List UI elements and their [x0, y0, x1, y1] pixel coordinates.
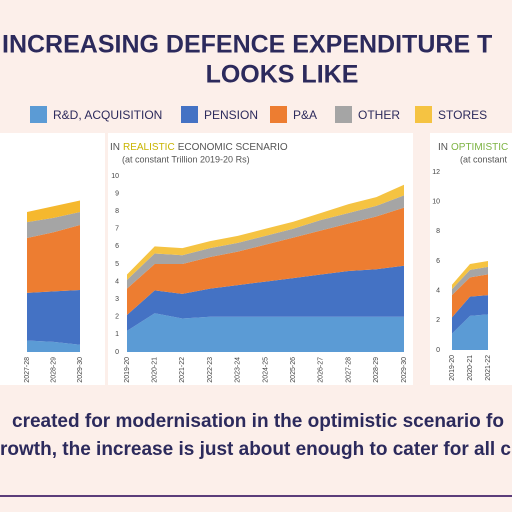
x-tick-label: 2027-28 [24, 357, 31, 383]
x-tick-label: 2020-21 [467, 355, 474, 381]
area [27, 212, 80, 239]
x-tick-label: 2029-30 [77, 357, 84, 383]
title-line: LOOKS LIKE [206, 61, 359, 89]
x-tick-label: 2019-20 [449, 355, 456, 381]
y-tick-label: 0 [436, 347, 440, 354]
legend-swatch [181, 106, 198, 123]
legend-swatch [30, 106, 47, 123]
area [127, 195, 404, 289]
x-tick-label: 2021-22 [179, 357, 186, 383]
y-tick-label: 12 [432, 169, 440, 176]
area [27, 340, 80, 352]
x-tick-label: 2026-27 [318, 357, 325, 383]
x-tick-label: 2019-20 [124, 357, 131, 383]
area [27, 225, 80, 293]
legend-swatch [270, 106, 287, 123]
y-tick-label: 10 [111, 173, 119, 180]
chart-title-part: ECONOMIC SCENARIO [178, 142, 288, 153]
x-tick-label: 2029-30 [401, 357, 408, 383]
x-tick-label: 2027-28 [345, 357, 352, 383]
x-tick-label: 2022-23 [207, 357, 214, 383]
y-tick-label: 3 [115, 296, 119, 303]
area [127, 184, 404, 280]
y-tick-label: 9 [115, 190, 119, 197]
x-tick-label: 2020-21 [152, 357, 159, 383]
x-tick-label: 2028-29 [50, 357, 57, 383]
legend-swatch [415, 106, 432, 123]
y-tick-label: 5 [115, 261, 119, 268]
chart-title: IN REALISTIC ECONOMIC SCENARIO [110, 142, 288, 153]
y-tick-label: 0 [115, 349, 119, 356]
footer-text: rowth, the increase is just about enough… [0, 439, 511, 460]
chart-title-part: OPTIMISTIC [451, 142, 508, 153]
legend-label: P&A [293, 108, 317, 122]
footer-text: created for modernisation in the optimis… [12, 411, 504, 432]
y-tick-label: 2 [115, 314, 119, 321]
area [127, 265, 404, 331]
y-tick-label: 6 [436, 258, 440, 265]
x-tick-label: 2023-24 [235, 357, 242, 383]
area [452, 261, 488, 290]
area [127, 313, 404, 352]
y-tick-label: 10 [432, 199, 440, 206]
area [452, 266, 488, 296]
area [127, 207, 404, 316]
chart-subtitle: (at constant [460, 154, 508, 164]
legend-label: PENSION [204, 108, 258, 122]
y-tick-label: 4 [436, 288, 440, 295]
y-tick-label: 7 [115, 226, 119, 233]
chart-title-part: IN [110, 142, 120, 153]
x-tick-label: 2028-29 [373, 357, 380, 383]
x-tick-label: 2024-25 [262, 357, 269, 383]
legend-label: STORES [438, 108, 487, 122]
chart-title-part: REALISTIC [123, 142, 175, 153]
y-tick-label: 6 [115, 243, 119, 250]
y-tick-label: 1 [115, 331, 119, 338]
y-tick-label: 4 [115, 278, 119, 285]
title-line: INCREASING DEFENCE EXPENDITURE T [2, 31, 492, 59]
x-tick-label: 2025-26 [290, 357, 297, 383]
chart-title-part: IN [438, 142, 448, 153]
area [452, 295, 488, 334]
legend-label: OTHER [358, 108, 400, 122]
legend-swatch [335, 106, 352, 123]
legend-label: R&D, ACQUISITION [53, 108, 162, 122]
y-tick-label: 8 [436, 228, 440, 235]
x-tick-label: 2021-22 [485, 355, 492, 381]
area [452, 274, 488, 318]
chart-subtitle: (at constant Trillion 2019-20 Rs) [122, 154, 250, 164]
area [27, 289, 80, 345]
y-tick-label: 2 [436, 317, 440, 324]
area [27, 200, 80, 223]
area [452, 314, 488, 350]
y-tick-label: 8 [115, 208, 119, 215]
